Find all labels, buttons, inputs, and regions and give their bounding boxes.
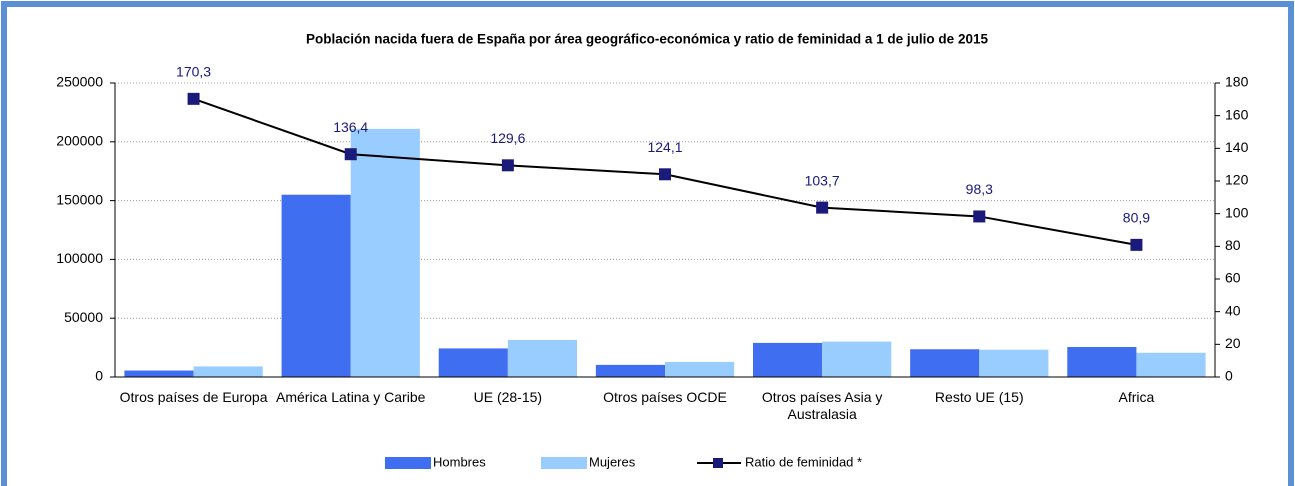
- bar: [979, 349, 1049, 377]
- bar: [1136, 352, 1206, 377]
- y2-tick-label: 120: [1225, 172, 1249, 188]
- y2-tick-label: 0: [1225, 368, 1233, 384]
- y2-tick-label: 140: [1225, 139, 1249, 155]
- x-tick-label: Otros países de Europa: [119, 389, 268, 405]
- marker: [1130, 238, 1143, 251]
- chart-title: Población nacida fuera de España por áre…: [306, 32, 988, 47]
- y2-tick-label: 160: [1225, 106, 1249, 122]
- marker: [816, 201, 829, 214]
- y-tick-label: 0: [95, 368, 103, 384]
- bar: [438, 348, 508, 377]
- y-tick-label: 250000: [56, 74, 103, 90]
- y2-tick-label: 80: [1225, 237, 1241, 253]
- legend-swatch: [385, 457, 431, 469]
- data-label: 98,3: [966, 181, 993, 197]
- marker: [344, 148, 357, 161]
- y2-tick-label: 100: [1225, 204, 1249, 220]
- marker: [659, 168, 671, 181]
- bar: [124, 370, 194, 377]
- x-tick-label: Africa: [1118, 389, 1155, 405]
- data-label: 136,4: [333, 119, 368, 135]
- data-label: 129,6: [490, 130, 525, 146]
- legend-label: Hombres: [433, 454, 486, 469]
- marker: [973, 210, 986, 223]
- y-tick-label: 50000: [64, 309, 103, 325]
- data-label: 103,7: [805, 172, 840, 188]
- legend-swatch: [541, 457, 587, 469]
- y2-tick-label: 20: [1225, 335, 1241, 351]
- legend-label: Ratio de feminidad *: [745, 454, 862, 469]
- x-tick-label: Otros países Asia y Australasia: [761, 389, 883, 422]
- y2-tick-label: 40: [1225, 302, 1241, 318]
- bar: [193, 366, 263, 377]
- x-tick-label: UE (28-15): [473, 389, 543, 405]
- x-tick-label: Resto UE (15): [934, 389, 1024, 405]
- bar: [595, 364, 665, 377]
- y-tick-label: 100000: [56, 250, 103, 266]
- bar: [753, 342, 823, 377]
- y2-tick-label: 60: [1225, 270, 1241, 286]
- bar: [281, 194, 351, 377]
- legend-label: Mujeres: [589, 454, 636, 469]
- bar: [350, 128, 420, 377]
- data-label: 124,1: [647, 139, 682, 155]
- x-tick-label: Otros países OCDE: [603, 389, 727, 405]
- x-tick-label: América Latina y Caribe: [276, 389, 426, 405]
- data-label: 80,9: [1123, 210, 1150, 226]
- bar: [910, 349, 980, 377]
- bar: [1067, 347, 1137, 377]
- bar: [822, 341, 892, 377]
- bar: [665, 361, 735, 377]
- y-tick-label: 150000: [56, 191, 103, 207]
- y-tick-label: 200000: [56, 133, 103, 149]
- y2-tick-label: 180: [1225, 74, 1249, 90]
- marker: [501, 159, 514, 172]
- bar: [507, 339, 577, 377]
- marker: [187, 92, 200, 105]
- legend-marker: [713, 458, 723, 468]
- data-label: 170,3: [176, 64, 211, 80]
